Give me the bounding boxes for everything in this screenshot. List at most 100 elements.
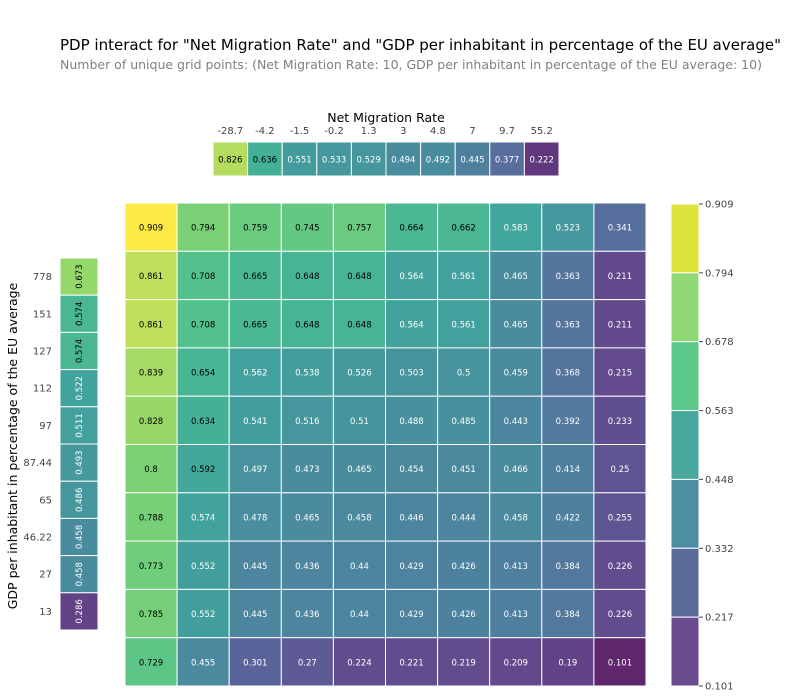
heatmap-cell-label: 0.485 — [451, 417, 475, 427]
heatmap-cell-label: 0.488 — [399, 417, 423, 427]
heatmap-cell — [489, 202, 543, 252]
heatmap-cell-label: 0.648 — [347, 272, 371, 282]
y-feature-label: GDP per inhabitant in percentage of the … — [5, 282, 20, 609]
heatmap-cell-label: 0.445 — [243, 610, 267, 620]
x-marginal-cell — [281, 141, 318, 177]
y-marginal-label: 0.458 — [75, 562, 85, 586]
heatmap-cell — [385, 202, 439, 252]
heatmap-cell-label: 0.909 — [139, 224, 163, 234]
y-marginal-cell — [59, 592, 99, 631]
y-tick-label: 112 — [33, 384, 52, 395]
heatmap-cell-label: 0.465 — [504, 272, 528, 282]
y-marginal-cell — [59, 517, 99, 557]
colorbar-segment — [670, 272, 700, 343]
y-marginal-label: 0.286 — [75, 599, 85, 623]
x-marginal-cell — [489, 141, 525, 177]
heatmap-cell-label: 0.226 — [608, 562, 632, 572]
colorbar-tick-label: 0.448 — [705, 475, 734, 486]
x-marginal-cell — [316, 141, 352, 177]
heatmap-cell-label: 0.209 — [504, 658, 528, 668]
heatmap-cell — [593, 588, 647, 639]
heatmap-cell-label: 0.454 — [399, 465, 423, 475]
x-marginal-cell — [212, 141, 249, 177]
x-tick-labels: -28.7 -4.2 -1.5 -0.2 1.3 3 4.8 7 9.7 55.2 — [217, 126, 552, 137]
heatmap-cell-label: 0.785 — [139, 610, 163, 620]
y-tick-label: 13 — [39, 607, 52, 618]
heatmap-cell-label: 0.211 — [608, 320, 632, 330]
x-marginal-label: 0.826 — [218, 156, 242, 166]
heatmap-cell — [280, 444, 334, 494]
y-tick-label: 151 — [33, 309, 52, 320]
heatmap-cell — [437, 395, 491, 446]
heatmap-cell-label: 0.466 — [504, 465, 528, 475]
heatmap-cell — [385, 637, 439, 687]
y-marginal-label: 0.486 — [75, 488, 85, 512]
heatmap-cell-label: 0.634 — [191, 417, 215, 427]
heatmap-cell — [593, 637, 647, 687]
heatmap-cell — [385, 395, 439, 446]
heatmap-cell-label: 0.729 — [139, 658, 163, 668]
heatmap-cell — [124, 540, 178, 590]
heatmap-cell-label: 0.564 — [399, 320, 423, 330]
colorbar-tick-label: 0.563 — [705, 406, 734, 417]
heatmap-cell-label: 0.233 — [608, 417, 632, 427]
heatmap-cell — [437, 444, 491, 494]
heatmap-cell — [437, 540, 491, 590]
y-tick-label: 65 — [39, 495, 52, 506]
heatmap-cell-label: 0.443 — [504, 417, 528, 427]
heatmap-cell-label: 0.503 — [399, 369, 423, 379]
heatmap-cell — [541, 202, 595, 252]
y-marginal-label: 0.458 — [75, 525, 85, 549]
heatmap-cell — [593, 202, 647, 252]
heatmap-cell-label: 0.392 — [556, 417, 580, 427]
heatmap-cell-label: 0.759 — [243, 224, 267, 234]
y-marginal-label: 0.522 — [75, 376, 85, 400]
heatmap-cell — [228, 395, 282, 446]
x-marginal-label: 0.636 — [253, 156, 277, 166]
heatmap-cell-label: 0.561 — [451, 320, 475, 330]
heatmap-cell-label: 0.451 — [451, 465, 475, 475]
heatmap-cell-label: 0.552 — [191, 562, 215, 572]
heatmap-cell — [124, 444, 178, 494]
heatmap-cell — [176, 637, 230, 687]
heatmap-cell-label: 0.5 — [457, 369, 471, 379]
colorbar-segment — [670, 341, 700, 412]
heatmap-cell-label: 0.664 — [399, 224, 423, 234]
heatmap-cell — [593, 347, 647, 397]
heatmap-cell-label: 0.497 — [243, 465, 267, 475]
x-marginal-label: 0.492 — [426, 156, 450, 166]
colorbar-tick-label: 0.101 — [705, 682, 734, 693]
heatmap-cell-label: 0.444 — [451, 513, 475, 523]
heatmap-cell-label: 0.523 — [556, 224, 580, 234]
colorbar-segment — [670, 410, 700, 480]
x-tick-label: 3 — [400, 126, 406, 137]
y-marginal-cell — [59, 257, 99, 296]
heatmap-cell — [228, 492, 282, 542]
heatmap-cell — [541, 347, 595, 397]
heatmap-cell — [176, 299, 230, 349]
y-tick-label: 127 — [33, 347, 52, 358]
heatmap-cell-label: 0.363 — [556, 320, 580, 330]
heatmap-cell — [332, 250, 386, 301]
heatmap-cell-label: 0.654 — [191, 369, 215, 379]
heatmap-cell-label: 0.446 — [399, 513, 423, 523]
heatmap-cell-label: 0.526 — [347, 369, 371, 379]
x-marginal-label: 0.494 — [391, 156, 415, 166]
x-marginal-label: 0.377 — [495, 156, 519, 166]
heatmap-cell-label: 0.788 — [139, 513, 163, 523]
heatmap-cell — [332, 347, 386, 397]
heatmap-cell-label: 0.422 — [556, 513, 580, 523]
heatmap-cell — [280, 250, 334, 301]
x-marginal-cell — [454, 141, 491, 177]
y-tick-label: 87.44 — [23, 458, 52, 469]
x-tick-label: -0.2 — [324, 126, 344, 137]
heatmap-cell — [228, 347, 282, 397]
x-tick-label: 1.3 — [361, 126, 377, 137]
heatmap-cell-label: 0.363 — [556, 272, 580, 282]
heatmap-cell-label: 0.426 — [451, 562, 475, 572]
heatmap-cell-label: 0.101 — [608, 658, 632, 668]
heatmap-cell-label: 0.538 — [295, 369, 319, 379]
heatmap-cell — [280, 347, 334, 397]
y-marginal-cell — [59, 369, 99, 408]
